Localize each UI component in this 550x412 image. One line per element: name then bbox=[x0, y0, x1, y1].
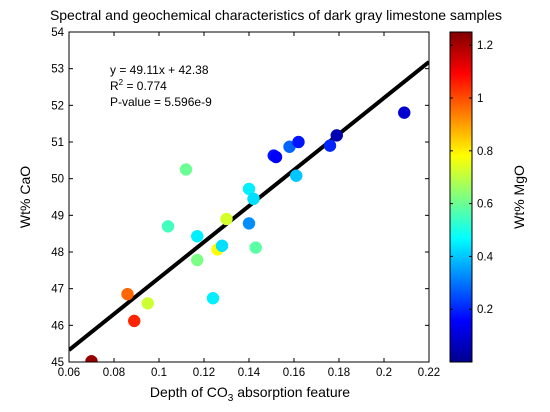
x-tick-label: 0.22 bbox=[418, 367, 440, 379]
x-axis-label: Depth of CO3 absorption feature bbox=[150, 384, 350, 404]
colorbar-tick-label: 0.8 bbox=[477, 146, 493, 158]
colorbar-label: Wt% MgO bbox=[511, 165, 527, 229]
x-tick-label: 0.18 bbox=[328, 367, 350, 379]
r-squared: R2 = 0.774 bbox=[110, 78, 167, 93]
data-point bbox=[121, 287, 134, 301]
y-tick-label: 49 bbox=[51, 210, 64, 222]
y-tick-label: 48 bbox=[51, 247, 64, 259]
data-point bbox=[269, 150, 283, 164]
data-point bbox=[191, 253, 204, 267]
y-tick-label: 45 bbox=[51, 357, 64, 369]
colorbar-tick-label: 0.2 bbox=[477, 304, 493, 316]
x-tick-label: 0.16 bbox=[283, 367, 305, 379]
y-axis-label: Wt% CaO bbox=[17, 166, 33, 228]
x-tick-label: 0.2 bbox=[376, 367, 392, 379]
colorbar bbox=[449, 31, 473, 363]
data-point bbox=[290, 169, 303, 182]
data-point bbox=[398, 106, 411, 119]
data-point bbox=[206, 291, 220, 305]
colorbar-tick-label: 1 bbox=[477, 93, 483, 105]
data-point bbox=[161, 220, 175, 233]
data-point bbox=[128, 314, 141, 328]
data-point bbox=[249, 241, 262, 254]
x-tick-label: 0.08 bbox=[103, 367, 125, 379]
data-point bbox=[141, 297, 154, 310]
y-tick-label: 51 bbox=[51, 137, 64, 149]
data-point bbox=[247, 192, 260, 206]
colorbar-tick-label: 0.6 bbox=[477, 199, 493, 211]
p-value: P-value = 5.596e-9 bbox=[110, 95, 212, 109]
colorbar-tick-label: 1.2 bbox=[477, 40, 493, 52]
y-tick-label: 53 bbox=[51, 64, 64, 76]
data-point bbox=[179, 163, 193, 176]
y-tick-label: 46 bbox=[51, 320, 64, 332]
y-tick-label: 50 bbox=[51, 174, 64, 186]
x-tick-label: 0.12 bbox=[193, 367, 215, 379]
fit-equation: y = 49.11x + 42.38 bbox=[110, 63, 209, 77]
data-point bbox=[323, 139, 337, 152]
y-tick-label: 54 bbox=[51, 27, 64, 39]
chart-title: Spectral and geochemical characteristics… bbox=[50, 7, 502, 23]
data-point bbox=[292, 135, 305, 149]
x-tick-label: 0.14 bbox=[238, 367, 261, 379]
x-tick-label: 0.1 bbox=[151, 367, 167, 379]
data-point bbox=[191, 229, 204, 243]
x-tick-label: 0.06 bbox=[58, 367, 80, 379]
y-tick-label: 47 bbox=[51, 284, 64, 296]
data-point bbox=[220, 212, 233, 226]
data-point bbox=[85, 355, 98, 362]
regression-line bbox=[69, 60, 429, 352]
colorbar-tick-label: 0.4 bbox=[477, 251, 494, 263]
y-tick-label: 52 bbox=[51, 100, 64, 112]
data-point bbox=[242, 217, 256, 230]
data-point bbox=[215, 239, 229, 253]
data-point bbox=[330, 129, 343, 142]
